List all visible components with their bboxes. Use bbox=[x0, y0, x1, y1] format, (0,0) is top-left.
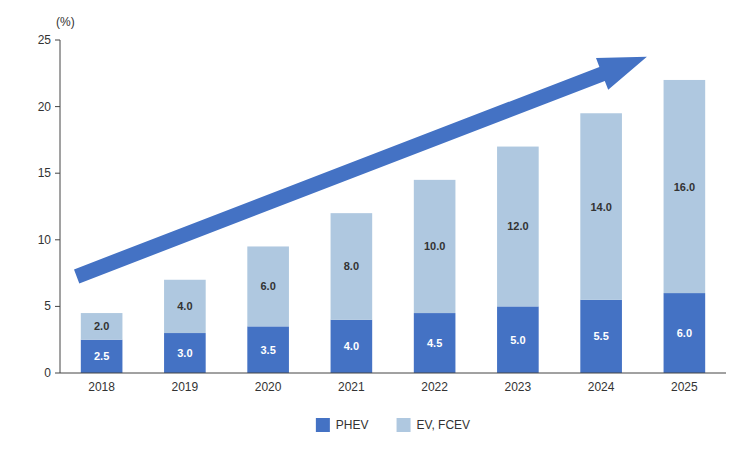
y-tick bbox=[55, 173, 60, 174]
bar-segment bbox=[497, 147, 539, 307]
y-tick bbox=[55, 306, 60, 307]
x-tick-label: 2022 bbox=[421, 380, 448, 394]
y-axis-label: (%) bbox=[56, 15, 75, 29]
bar-segment bbox=[164, 280, 206, 333]
data-label: 12.0 bbox=[507, 220, 528, 232]
bar-segment bbox=[247, 326, 289, 373]
x-tick-label: 2021 bbox=[338, 380, 365, 394]
chart-container: 2.5 3.0 3.5 4.0 4.5 5.0 5.5 6.0 2.0 4.0 6.0 8.0 10.0… bbox=[0, 0, 750, 451]
data-label: 5.0 bbox=[510, 334, 525, 346]
data-label: 3.5 bbox=[260, 344, 275, 356]
y-tick-label: 5 bbox=[44, 299, 51, 313]
x-tick-label: 2025 bbox=[671, 380, 698, 394]
x-tick-label: 2018 bbox=[88, 380, 115, 394]
x-tick-label: 2019 bbox=[172, 380, 199, 394]
axes: 0510152025201820192020202120222023202420… bbox=[38, 33, 726, 394]
data-label: 8.0 bbox=[344, 260, 359, 272]
legend-swatch bbox=[397, 418, 411, 432]
data-label: 4.0 bbox=[344, 340, 359, 352]
data-label: 4.0 bbox=[177, 300, 192, 312]
bar-segment bbox=[497, 306, 539, 373]
y-tick bbox=[55, 239, 60, 240]
plot-area bbox=[74, 57, 705, 373]
y-tick-label: 0 bbox=[44, 366, 51, 380]
data-label: 14.0 bbox=[590, 201, 611, 213]
bar-segment bbox=[331, 320, 373, 373]
y-tick-label: 20 bbox=[38, 100, 52, 114]
y-tick bbox=[55, 106, 60, 107]
bar-segment bbox=[331, 213, 373, 320]
bar-segment bbox=[81, 340, 123, 373]
data-labels: 2.5 3.0 3.5 4.0 4.5 5.0 5.5 6.0 2.0 4.0 6.0 8.0 10.0… bbox=[94, 181, 695, 363]
y-tick-label: 25 bbox=[38, 33, 52, 47]
data-label: 16.0 bbox=[674, 181, 695, 193]
y-tick-label: 15 bbox=[38, 166, 52, 180]
y-tick-label: 10 bbox=[38, 233, 52, 247]
bar-segment bbox=[81, 313, 123, 340]
x-tick-label: 2023 bbox=[505, 380, 532, 394]
legend-label: PHEV bbox=[336, 418, 369, 432]
x-tick-label: 2024 bbox=[588, 380, 615, 394]
legend-label: EV, FCEV bbox=[417, 418, 471, 432]
bar-segment bbox=[414, 313, 456, 373]
bar-segment bbox=[664, 80, 706, 293]
y-axis-line bbox=[60, 40, 61, 373]
bar-segment bbox=[414, 180, 456, 313]
x-tick-label: 2020 bbox=[255, 380, 282, 394]
data-label: 6.0 bbox=[260, 280, 275, 292]
x-axis-line bbox=[60, 373, 726, 374]
data-label: 4.5 bbox=[427, 337, 442, 349]
legend-swatch bbox=[316, 418, 330, 432]
bar-segment bbox=[164, 333, 206, 373]
data-label: 10.0 bbox=[424, 240, 445, 252]
y-tick bbox=[55, 40, 60, 41]
data-label: 2.0 bbox=[94, 320, 109, 332]
bar-segment bbox=[580, 113, 622, 299]
bar-series bbox=[81, 80, 705, 340]
bar-segment bbox=[580, 300, 622, 373]
data-label: 6.0 bbox=[677, 327, 692, 339]
bar-segment bbox=[664, 293, 706, 373]
chart-svg: 2.5 3.0 3.5 4.0 4.5 5.0 5.5 6.0 2.0 4.0 6.0 8.0 10.0… bbox=[0, 0, 750, 451]
data-label: 3.0 bbox=[177, 347, 192, 359]
data-label: 5.5 bbox=[593, 330, 608, 342]
y-tick bbox=[55, 373, 60, 374]
bar-segment bbox=[247, 246, 289, 326]
legend: PHEV EV, FCEV bbox=[316, 418, 470, 432]
data-label: 2.5 bbox=[94, 350, 109, 362]
